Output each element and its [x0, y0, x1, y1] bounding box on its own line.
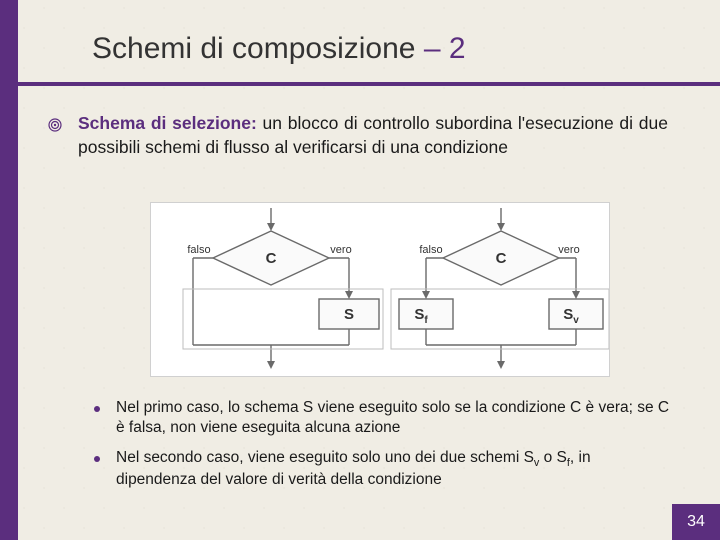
diagram-right-true: vero: [558, 244, 579, 256]
bullet-dot-icon: [94, 456, 100, 462]
list-item: Nel primo caso, lo schema S viene esegui…: [94, 398, 674, 438]
page-number: 34: [672, 504, 720, 540]
title-dash: –: [415, 32, 448, 65]
flowchart-svg: C falso vero S: [151, 203, 609, 376]
main-paragraph-emph: Schema di selezione:: [78, 113, 257, 133]
sub-point-2: Nel secondo caso, viene eseguito solo un…: [116, 448, 674, 490]
title-underline: [0, 82, 720, 86]
list-item: Nel secondo caso, viene eseguito solo un…: [94, 448, 674, 490]
sub-point-1: Nel primo caso, lo schema S viene esegui…: [116, 398, 674, 438]
main-bullet-icon: [48, 118, 62, 132]
diagram-left-true: vero: [330, 244, 351, 256]
diagram-right-C: C: [496, 250, 507, 267]
title-text: Schemi di composizione: [92, 32, 415, 65]
left-accent-stripe: [0, 0, 18, 540]
page-title: Schemi di composizione – 2: [92, 32, 466, 66]
sub-bullet-list: Nel primo caso, lo schema S viene esegui…: [94, 398, 674, 501]
diagram-right-false: falso: [419, 244, 442, 256]
title-number: 2: [449, 32, 466, 65]
diagram-left-false: falso: [187, 244, 210, 256]
diagram-left-C: C: [266, 250, 277, 267]
flowchart-diagram: C falso vero S: [150, 202, 610, 377]
page-number-value: 34: [687, 513, 705, 531]
main-paragraph: Schema di selezione: un blocco di contro…: [78, 112, 668, 159]
bullet-dot-icon: [94, 406, 100, 412]
diagram-left-S: S: [344, 306, 354, 323]
